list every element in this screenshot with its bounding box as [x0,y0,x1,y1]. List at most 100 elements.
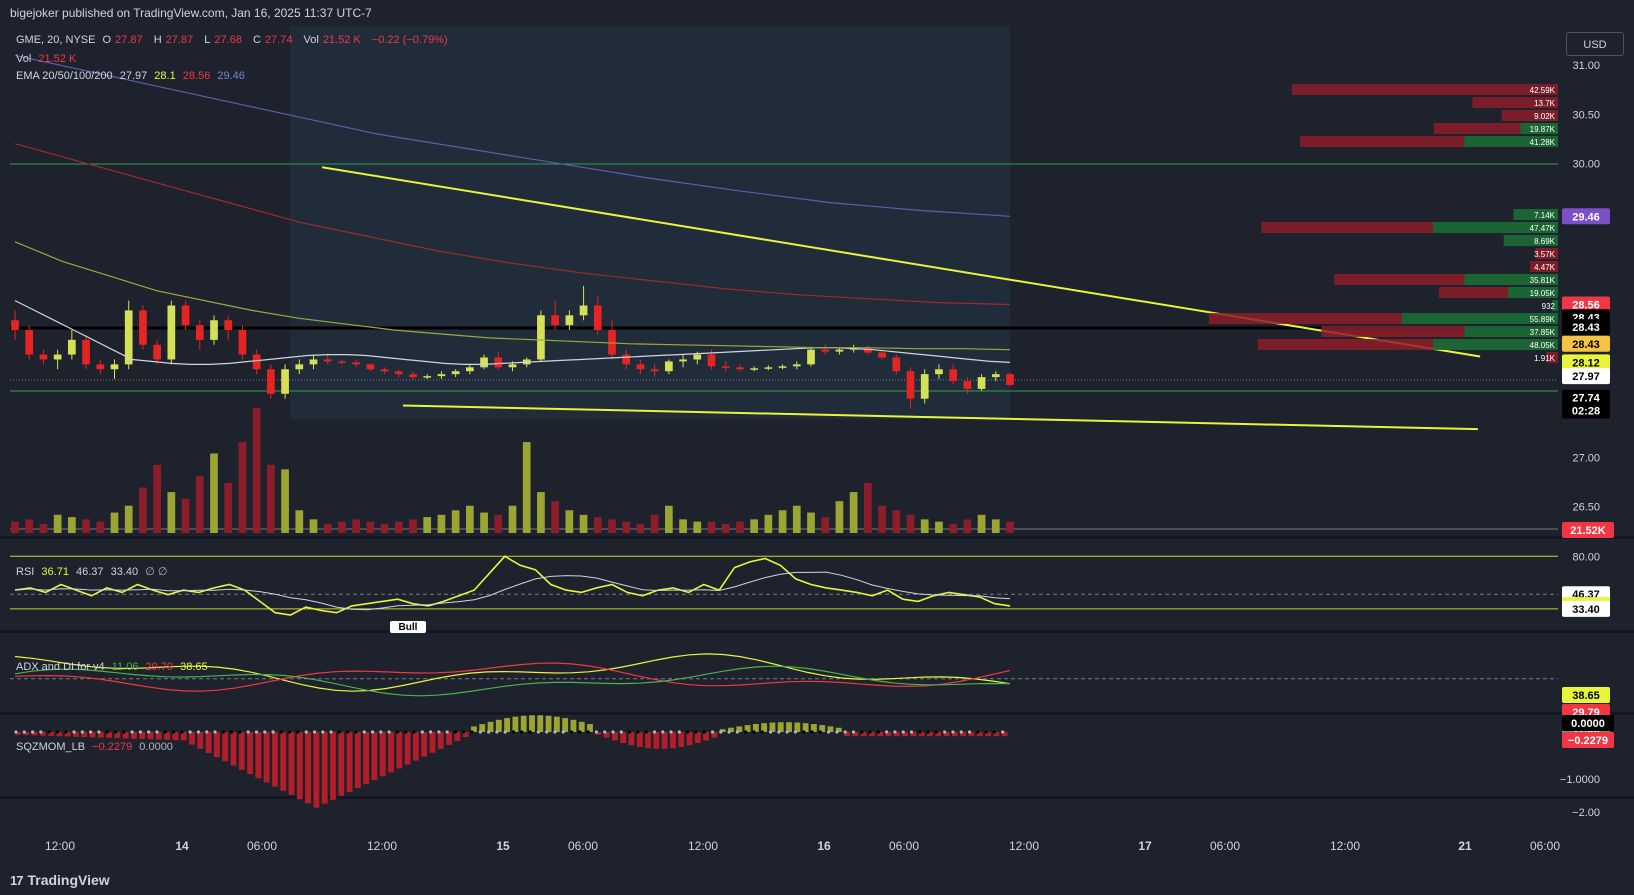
sqz-bar [985,732,991,737]
volume-profile-bar [1433,339,1558,350]
currency-button[interactable]: USD [1566,32,1624,56]
candle [394,371,403,375]
candle [551,315,559,326]
volume-profile-label: 1.91K [1534,354,1556,363]
candle [195,325,204,340]
sqz-dot [702,730,706,734]
sqz-dot [569,730,574,734]
sqz-bar [918,732,925,737]
sqz-bar [645,732,651,749]
volume-profile-bar [1503,235,1558,246]
sqz-dot [337,730,341,734]
sqz-bar [537,715,544,732]
sqz-dot [578,730,582,734]
sqz-bar [504,718,511,732]
candle [480,357,488,368]
price-label: 28.12 [1572,357,1600,369]
sqz-dot [89,730,93,734]
volume-bar [778,510,787,533]
volume-profile-bar [1257,339,1433,350]
volume-bar [736,521,744,533]
candle [991,374,1000,378]
volume-bar [267,464,275,533]
sqz-dot [271,730,275,734]
sqz-dot [760,730,764,734]
sqz-bar [636,732,643,747]
ema-label[interactable]: EMA 20/50/100/200 [16,70,113,82]
candle [821,349,830,352]
volume-bar [352,519,360,533]
sqz-bar [786,722,792,732]
candle [1006,374,1014,385]
sqz-dot [644,730,648,734]
sqz-bar [471,726,477,732]
sqz-label[interactable]: SQZMOM_LB [16,741,86,753]
rsi-label: 33.40 [1572,604,1600,616]
sqz-axis-label: −2.00 [1572,807,1600,819]
candle [778,366,787,368]
sqz-value: −0.2279 [92,741,133,753]
sqz-dot [420,730,424,734]
sqz-bar [189,732,195,745]
sqz-dot [611,730,615,734]
volume-bar [1006,521,1014,533]
tradingview-logo[interactable]: 17 TradingView [10,872,110,888]
sqz-bar [927,732,933,737]
sqz-bar [595,732,602,735]
rsi-value-2: 46.37 [76,566,104,578]
sqz-dot [851,730,856,734]
volume-profile-bar [1513,209,1558,220]
candle [110,364,119,370]
tradingview-logo-icon: 17 [10,872,24,888]
footer: 17 TradingView [0,866,1634,895]
volume-bar [821,517,830,533]
volume-profile-bar [1438,287,1508,298]
adx-label[interactable]: ADX and DI for v4 [16,661,105,673]
sqz-dot [171,730,176,734]
ohlc-legend: GME, 20, NYSE O 27.87 H 27.87 L 27.68 C 27.7… [16,34,452,46]
sqz-dot [976,730,980,734]
sqz-dot [279,730,283,734]
sqz-dot [22,730,26,734]
ema-line [14,143,1011,306]
sqz-dot [536,730,540,734]
rsi-label[interactable]: RSI [16,566,35,578]
sqz-bar [404,732,411,765]
vol-row-label[interactable]: Vol [16,53,32,65]
time-tick-label: 06:00 [568,839,598,853]
candle [39,354,48,360]
sqz-dot [934,730,938,734]
candle [409,374,417,378]
volume-bar [707,521,716,533]
chart-area[interactable]: 42.59K 13.7K 9.02K 19.87K 41.28K 7.14K 47.47K 8… [0,26,1634,866]
diminus-value: 29.79 [145,661,174,673]
sqz-bar [338,732,345,796]
volume-bar [750,519,758,533]
sqz-dot [97,730,101,734]
symbol-label[interactable]: GME, 20, NYSE [16,34,96,46]
sqz-dot [785,730,789,734]
price-label: 02:28 [1572,405,1600,417]
sqz-dot [495,730,499,734]
volume-bar [522,442,531,533]
close-label: C 27.74 [252,34,293,46]
sqz-bar [852,732,859,737]
volume-profile-bar [1530,261,1558,272]
sqz-dot [694,730,698,734]
volume-bar [39,523,48,533]
sqz-bar [711,732,718,738]
sqz-bar [694,732,701,744]
sqz-dot [304,730,308,734]
sqz-dot [404,730,408,734]
sqz-dot [263,730,267,734]
candle [309,359,318,365]
candle [423,376,432,378]
volume-bar [480,512,488,533]
sqz-dot [395,730,400,734]
sqz-bar [296,732,303,800]
candle [181,305,190,326]
bull-tag: Bull [399,622,418,633]
sqz-label-box [1562,732,1614,748]
sqz-bar [479,724,486,732]
sqz-dot [14,730,18,734]
